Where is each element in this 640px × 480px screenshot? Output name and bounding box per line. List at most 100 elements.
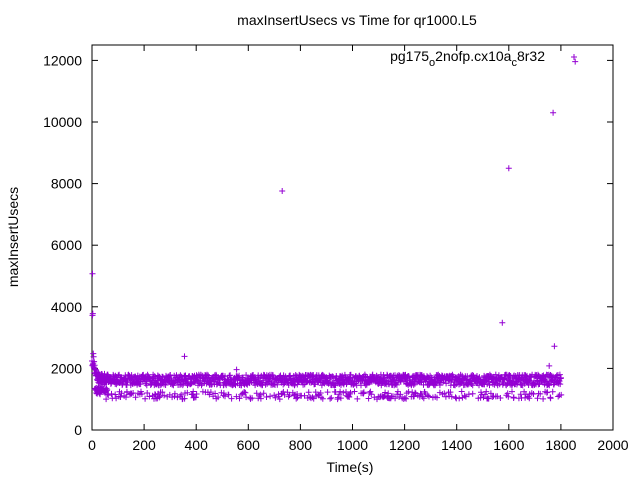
outlier-point — [89, 312, 96, 319]
data-point — [222, 393, 228, 400]
outlier-point — [505, 165, 512, 172]
data-point — [243, 394, 250, 401]
data-point — [226, 372, 233, 379]
data-point — [469, 390, 476, 397]
data-point — [360, 389, 367, 396]
y-axis-label: maxInsertUsecs — [5, 187, 21, 287]
data-point — [108, 390, 115, 397]
data-point — [442, 393, 449, 400]
data-point — [546, 382, 553, 389]
chart-title: maxInsertUsecs vs Time for qr1000.L5 — [237, 12, 477, 28]
data-point — [452, 394, 459, 401]
data-point — [461, 392, 468, 399]
data-point — [263, 394, 270, 400]
data-point — [260, 390, 267, 397]
data-point — [469, 382, 476, 389]
data-point — [286, 392, 293, 398]
data-point — [556, 371, 563, 378]
data-point — [409, 389, 416, 396]
data-point — [225, 391, 232, 398]
data-point — [385, 390, 392, 397]
data-point — [161, 392, 168, 399]
data-point — [142, 395, 149, 402]
data-point — [397, 391, 404, 398]
data-point — [483, 388, 490, 395]
data-point — [468, 381, 475, 387]
data-point — [324, 389, 331, 396]
data-point — [220, 390, 227, 397]
data-point — [236, 395, 243, 402]
data-point — [547, 395, 554, 402]
data-point — [365, 395, 372, 402]
data-point — [396, 394, 403, 400]
data-point — [105, 392, 112, 399]
y-tick-label: 0 — [74, 422, 82, 438]
data-point — [540, 395, 547, 402]
data-point — [118, 390, 125, 397]
legend-marker — [571, 54, 577, 60]
x-tick-label: 1200 — [389, 437, 420, 453]
data-point — [276, 396, 283, 403]
data-point — [482, 391, 488, 398]
data-point — [193, 391, 200, 397]
data-point — [319, 395, 326, 402]
legend-part-2: 2nofp.cx10a — [435, 48, 511, 64]
data-point — [272, 394, 279, 401]
legend-label: pg175o2nofp.cx10ac8r32 — [390, 48, 545, 69]
data-point — [293, 395, 300, 402]
data-point — [340, 389, 347, 396]
data-point — [354, 395, 361, 402]
x-axis-label: Time(s) — [327, 459, 374, 475]
data-point — [181, 395, 188, 402]
data-point — [382, 389, 389, 396]
data-point — [426, 393, 432, 400]
data-point — [434, 394, 440, 401]
y-tick-label: 10000 — [43, 114, 82, 130]
data-point — [401, 394, 408, 401]
data-point — [556, 378, 563, 385]
data-point — [504, 390, 511, 397]
data-point — [103, 396, 110, 403]
data-point — [257, 391, 264, 398]
data-point — [328, 394, 335, 401]
data-point — [346, 391, 353, 397]
data-point — [553, 372, 560, 379]
data-point — [171, 390, 178, 397]
data-point — [420, 395, 427, 402]
data-point — [456, 395, 463, 402]
data-point — [184, 389, 191, 396]
data-point — [146, 393, 153, 400]
legend-subscript-1: o — [429, 57, 435, 69]
outlier-point — [572, 58, 579, 65]
data-point — [517, 391, 524, 398]
data-points — [89, 58, 579, 403]
data-point — [267, 393, 274, 400]
legend-subscript-2: c — [511, 57, 517, 69]
data-point — [403, 395, 410, 402]
data-point — [336, 391, 343, 398]
data-point — [544, 389, 551, 396]
data-point — [419, 393, 426, 400]
data-point — [112, 391, 119, 398]
data-point — [366, 389, 373, 396]
outlier-point — [89, 270, 96, 277]
y-tick-label: 6000 — [51, 237, 82, 253]
x-tick-label: 400 — [185, 437, 209, 453]
data-point — [228, 395, 235, 402]
data-point — [510, 394, 517, 401]
data-point — [97, 391, 104, 398]
data-point — [174, 394, 181, 401]
data-point — [162, 382, 169, 388]
data-point — [337, 388, 344, 395]
data-point — [558, 374, 564, 381]
data-point — [124, 379, 131, 386]
data-point — [458, 388, 465, 395]
data-point — [447, 389, 454, 396]
data-point — [514, 380, 521, 387]
data-point — [309, 394, 316, 401]
data-point — [368, 391, 375, 398]
data-point — [537, 390, 544, 397]
legend-marker-symbol — [571, 54, 577, 60]
outlier-point — [233, 366, 240, 373]
